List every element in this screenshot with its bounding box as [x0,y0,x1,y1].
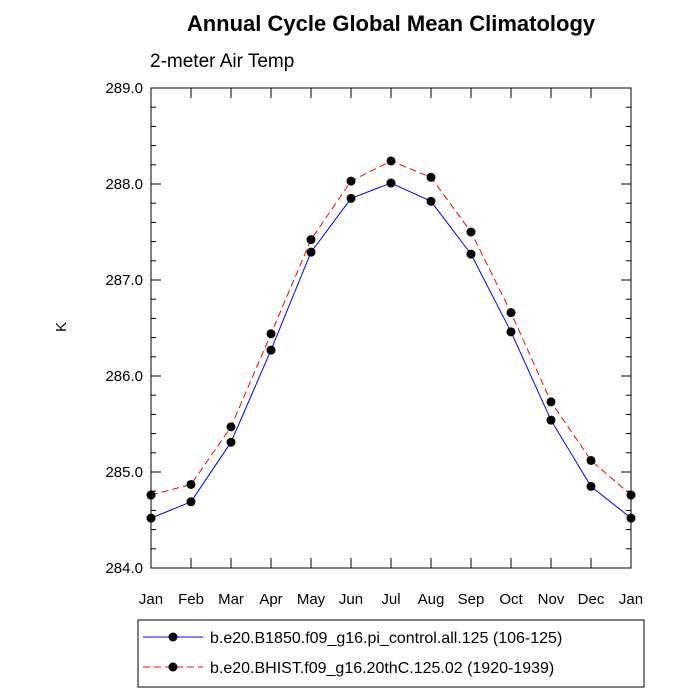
legend-marker-control [168,632,178,642]
legend-label-control: b.e20.B1850.f09_g16.pi_control.all.125 (… [210,630,562,647]
x-tick-label: May [297,591,326,608]
x-tick-label: Sep [458,591,485,608]
data-point-s0 [306,247,316,257]
x-tick-label: Oct [499,591,523,608]
y-tick-label: 287.0 [105,272,143,289]
x-tick-label: Aug [418,591,445,608]
data-point-s0 [266,345,276,355]
legend-box [137,619,645,688]
series-lines [150,160,632,519]
data-point-s0 [546,415,556,425]
data-point-s1 [186,479,196,489]
legend-marker-hist [168,662,178,672]
y-tick-label: 289.0 [105,80,143,97]
data-point-s1 [586,455,596,465]
x-tick-label: Apr [259,591,282,608]
x-tick-label: Nov [538,591,565,608]
x-tick-label: Jan [139,591,163,608]
y-tick-label: 284.0 [105,560,143,577]
data-point-s1 [466,227,476,237]
y-axis-label: K [53,322,70,332]
data-point-s1 [506,308,516,318]
data-point-s0 [186,497,196,507]
data-point-s0 [386,178,396,188]
chart-subtitle: 2-meter Air Temp [150,51,294,72]
y-tick-label: 286.0 [105,368,143,385]
data-point-s1 [386,156,396,166]
legend-label-hist: b.e20.BHIST.f09_g16.20thC.125.02 (1920-1… [210,660,554,677]
data-point-s0 [506,327,516,337]
x-tick-label: Feb [178,591,204,608]
data-point-s1 [546,397,556,407]
data-point-s0 [346,193,356,203]
series-line-1 [150,160,632,496]
x-tick-label: Jul [381,591,400,608]
data-point-s0 [426,196,436,206]
x-tick-label: Dec [578,591,605,608]
data-point-s1 [226,422,236,432]
plot-frame [150,87,632,569]
x-tick-label: Jun [339,591,363,608]
data-point-s1 [306,235,316,245]
series-points [146,156,636,523]
series-line-0 [150,182,632,519]
data-point-s1 [346,176,356,186]
data-point-s0 [466,249,476,259]
x-tick-label: Mar [218,591,244,608]
data-point-s0 [586,481,596,491]
data-point-s1 [266,329,276,339]
legend: b.e20.B1850.f09_g16.pi_control.all.125 (… [137,619,645,688]
x-tick-label: Jan [619,591,643,608]
data-point-s0 [226,437,236,447]
data-point-s1 [426,172,436,182]
y-tick-label: 288.0 [105,176,143,193]
chart-title: Annual Cycle Global Mean Climatology [187,11,596,36]
y-tick-label: 285.0 [105,464,143,481]
tick-labels: 284.0 285.0 286.0 287.0 288.0 289.0 Jan Feb Mar A… [105,80,643,608]
